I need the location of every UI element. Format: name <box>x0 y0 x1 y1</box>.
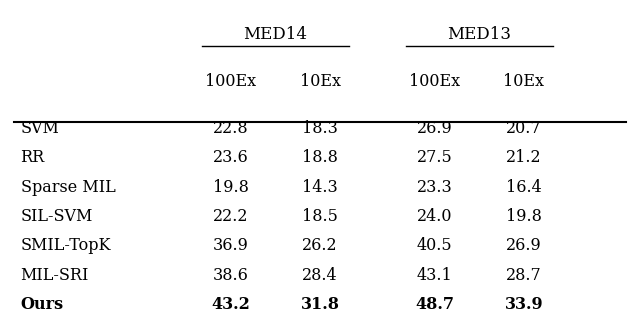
Text: MED14: MED14 <box>243 26 307 43</box>
Text: 31.8: 31.8 <box>301 296 339 313</box>
Text: 43.1: 43.1 <box>417 266 452 283</box>
Text: 28.7: 28.7 <box>506 266 542 283</box>
Text: 23.6: 23.6 <box>213 150 249 167</box>
Text: SVM: SVM <box>20 120 60 137</box>
Text: 18.8: 18.8 <box>302 150 338 167</box>
Text: 22.8: 22.8 <box>213 120 248 137</box>
Text: SIL-SVM: SIL-SVM <box>20 208 93 225</box>
Text: 10Ex: 10Ex <box>300 74 340 91</box>
Text: 100Ex: 100Ex <box>205 74 257 91</box>
Text: 19.8: 19.8 <box>506 208 542 225</box>
Text: 21.2: 21.2 <box>506 150 541 167</box>
Text: 18.5: 18.5 <box>302 208 338 225</box>
Text: 16.4: 16.4 <box>506 179 542 196</box>
Text: 100Ex: 100Ex <box>409 74 460 91</box>
Text: 24.0: 24.0 <box>417 208 452 225</box>
Text: 26.9: 26.9 <box>506 237 542 254</box>
Text: 23.3: 23.3 <box>417 179 452 196</box>
Text: 20.7: 20.7 <box>506 120 541 137</box>
Text: MED13: MED13 <box>447 26 511 43</box>
Text: Sparse MIL: Sparse MIL <box>20 179 115 196</box>
Text: 36.9: 36.9 <box>213 237 249 254</box>
Text: 14.3: 14.3 <box>302 179 338 196</box>
Text: 28.4: 28.4 <box>302 266 338 283</box>
Text: 19.8: 19.8 <box>213 179 249 196</box>
Text: 27.5: 27.5 <box>417 150 452 167</box>
Text: 43.2: 43.2 <box>211 296 250 313</box>
Text: 33.9: 33.9 <box>504 296 543 313</box>
Text: 38.6: 38.6 <box>213 266 249 283</box>
Text: Ours: Ours <box>20 296 63 313</box>
Text: SMIL-TopK: SMIL-TopK <box>20 237 111 254</box>
Text: 26.2: 26.2 <box>302 237 338 254</box>
Text: 10Ex: 10Ex <box>504 74 545 91</box>
Text: 26.9: 26.9 <box>417 120 452 137</box>
Text: 48.7: 48.7 <box>415 296 454 313</box>
Text: 40.5: 40.5 <box>417 237 452 254</box>
Text: MIL-SRI: MIL-SRI <box>20 266 89 283</box>
Text: 22.2: 22.2 <box>213 208 248 225</box>
Text: 18.3: 18.3 <box>302 120 338 137</box>
Text: RR: RR <box>20 150 45 167</box>
